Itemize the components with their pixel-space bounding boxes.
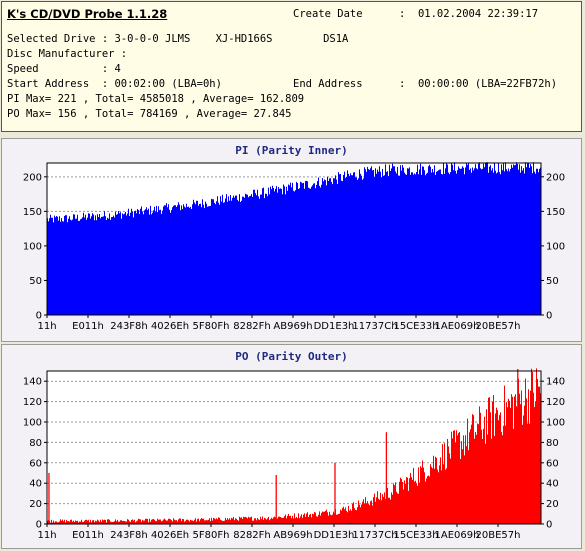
ytick-label-left-0: 0 [36,520,42,531]
ytick-label-right-0: 0 [546,311,552,322]
xtick-label-9: 15CE33h [393,530,438,541]
po-chart: 0 0 20 20 40 40 60 60 80 80 100 100 120 120 140 140 11h E… [23,368,565,541]
plot-frame [46,162,542,316]
xtick-label-7: DD1E3h [314,530,355,541]
plot-frame [46,370,542,525]
xtick-label-5: 8282Fh [233,321,271,332]
create-date-label: Create Date [293,8,363,20]
ytick-label-right-6: 120 [546,397,565,408]
ytick-label-left-3: 60 [29,458,42,469]
ytick-label-left-2: 40 [29,479,42,490]
xtick-label-10: 1AE069h [435,530,480,541]
pi-chart: 0 0 50 50 100 100 150 150 200 200 11h E011h 243F8h 40… [23,162,565,332]
ytick-label-right-7: 140 [546,377,565,388]
xtick-label-10: 1AE069h [435,321,480,332]
app-title: K's CD/DVD Probe 1.1.28 [7,7,168,21]
xtick-label-2: 243F8h [110,530,148,541]
ytick-label-left-5: 100 [23,418,42,429]
xtick-label-5: 8282Fh [233,530,271,541]
ytick-label-right-2: 100 [546,241,565,252]
xtick-label-7: DD1E3h [314,321,355,332]
xtick-label-4: 5F80Fh [193,321,230,332]
xtick-label-1: E011h [72,321,104,332]
end-address-label: End Address [293,78,363,90]
xtick-label-3: 4026Eh [151,530,189,541]
xtick-label-0: 11h [37,321,56,332]
end-address-value: : 00:00:00 (LBA=22FB72h) [399,78,558,90]
pi-chart-title: PI (Parity Inner) [235,144,348,157]
ytick-label-right-2: 40 [546,479,559,490]
xtick-label-11: 20BE57h [476,530,521,541]
xtick-label-6: AB969h [273,530,312,541]
disc-info-panel: K's CD/DVD Probe 1.1.28 Create Date : 01… [1,1,582,132]
po-stats: PO Max= 156 , Total= 784169 , Average= 2… [7,108,292,120]
ytick-label-left-1: 50 [29,276,42,287]
xtick-label-1: E011h [72,530,104,541]
xtick-label-2: 243F8h [110,321,148,332]
speed: Speed : 4 [7,63,121,75]
xtick-label-4: 5F80Fh [193,530,230,541]
ytick-label-right-4: 80 [546,438,559,449]
ytick-label-left-0: 0 [36,311,42,322]
xtick-label-6: AB969h [273,321,312,332]
po-chart-panel: PO (Parity Outer) 0 0 20 20 40 40 60 60 80 80 100 1… [1,344,582,549]
pi-chart-panel: PI (Parity Inner) 0 0 50 50 100 100 150 150 200 2… [1,138,582,342]
create-date-value: : 01.02.2004 22:39:17 [399,8,539,20]
ytick-label-left-4: 200 [23,172,42,183]
ytick-label-left-7: 140 [23,377,42,388]
ytick-label-right-0: 0 [546,520,552,531]
selected-drive: Selected Drive : 3-0-0-0 JLMS XJ-HD166S … [7,33,349,45]
ytick-label-right-1: 50 [546,276,559,287]
ytick-label-right-5: 100 [546,418,565,429]
po-chart-title: PO (Parity Outer) [235,350,348,363]
ytick-label-right-4: 200 [546,172,565,183]
ytick-label-left-2: 100 [23,241,42,252]
pi-stats: PI Max= 221 , Total= 4585018 , Average= … [7,93,305,105]
xtick-label-9: 15CE33h [393,321,438,332]
xtick-label-0: 11h [37,530,56,541]
ytick-label-left-3: 150 [23,207,42,218]
ytick-label-left-1: 20 [29,499,42,510]
ytick-label-left-4: 80 [29,438,42,449]
ytick-label-right-3: 60 [546,458,559,469]
xtick-label-8: 11737Ch [352,321,397,332]
xtick-label-11: 20BE57h [476,321,521,332]
ytick-label-left-6: 120 [23,397,42,408]
start-address: Start Address : 00:02:00 (LBA=0h) [7,78,222,90]
ytick-label-right-3: 150 [546,207,565,218]
ytick-label-right-1: 20 [546,499,559,510]
xtick-label-3: 4026Eh [151,321,189,332]
disc-manufacturer: Disc Manufacturer : [7,48,128,60]
xtick-label-8: 11737Ch [352,530,397,541]
